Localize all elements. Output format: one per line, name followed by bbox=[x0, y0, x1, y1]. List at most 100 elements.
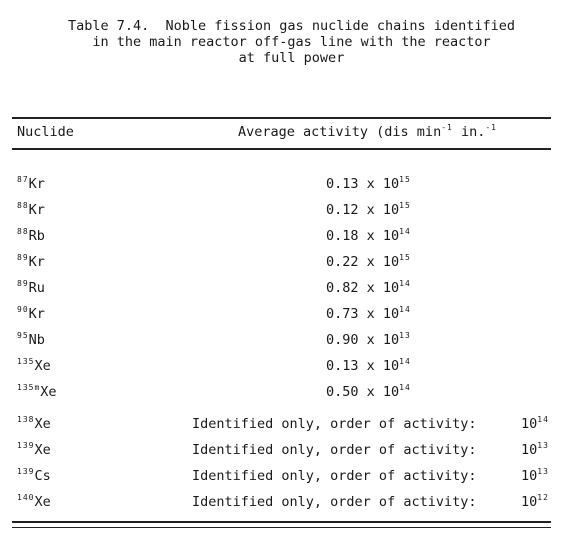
element-symbol: Xe bbox=[34, 494, 51, 510]
element-symbol: Kr bbox=[28, 254, 45, 270]
table-row: 95Nb 0.90 x 1013 bbox=[0, 332, 583, 358]
nuclide-cell: 89Kr bbox=[17, 253, 45, 271]
table-row: 88Kr 0.12 x 1015 bbox=[0, 202, 583, 228]
element-symbol: Rb bbox=[28, 228, 45, 244]
nuclide-cell: 90Kr bbox=[17, 305, 45, 323]
mass-number: 88 bbox=[17, 201, 29, 210]
mass-number: 139 bbox=[17, 467, 35, 476]
activity-exponent: 14 bbox=[399, 227, 411, 236]
mass-number: 87 bbox=[17, 175, 29, 184]
activity-order: 1012 bbox=[521, 493, 549, 511]
activity-header-text: Average activity (dis min bbox=[238, 124, 442, 140]
activity-mantissa: 0.13 x 10 bbox=[326, 176, 400, 192]
activity-exponent: 14 bbox=[399, 279, 411, 288]
activity-cell: 0.12 x 1015 bbox=[326, 201, 411, 219]
activity-mantissa: 0.22 x 10 bbox=[326, 254, 400, 270]
table-row: 135mXe 0.50 x 1014 bbox=[0, 384, 583, 410]
activity-mantissa: 0.90 x 10 bbox=[326, 332, 400, 348]
activity-cell: 0.13 x 1014 bbox=[326, 357, 411, 375]
element-symbol: Xe bbox=[40, 384, 57, 400]
identified-note: Identified only, order of activity: bbox=[192, 494, 477, 510]
order-exponent: 13 bbox=[537, 467, 549, 476]
activity-mantissa: 0.50 x 10 bbox=[326, 384, 400, 400]
activity-exponent: 15 bbox=[399, 201, 411, 210]
order-base: 10 bbox=[521, 416, 538, 432]
caption-line-2: in the main reactor off-gas line with th… bbox=[92, 34, 491, 50]
column-header-nuclide: Nuclide bbox=[17, 124, 74, 140]
activity-cell: 0.50 x 1014 bbox=[326, 383, 411, 401]
nuclide-cell: 87Kr bbox=[17, 175, 45, 193]
nuclide-cell: 139Cs bbox=[17, 467, 51, 485]
nuclide-cell: 140Xe bbox=[17, 493, 51, 511]
mass-number: 135m bbox=[17, 383, 41, 392]
activity-order: 1013 bbox=[521, 467, 549, 485]
element-symbol: Ru bbox=[28, 280, 45, 296]
activity-mantissa: 0.73 x 10 bbox=[326, 306, 400, 322]
activity-exponent: 14 bbox=[399, 383, 411, 392]
mass-number: 89 bbox=[17, 279, 29, 288]
table-row: 89Ru 0.82 x 1014 bbox=[0, 280, 583, 306]
nuclide-cell: 88Kr bbox=[17, 201, 45, 219]
table-row: 139Cs Identified only, order of activity… bbox=[0, 468, 583, 494]
activity-cell: 0.90 x 1013 bbox=[326, 331, 411, 349]
nuclide-cell: 89Ru bbox=[17, 279, 45, 297]
mass-number: 139 bbox=[17, 441, 35, 450]
identified-note: Identified only, order of activity: bbox=[192, 416, 477, 432]
activity-cell: 0.73 x 1014 bbox=[326, 305, 411, 323]
order-base: 10 bbox=[521, 468, 538, 484]
identified-note: Identified only, order of activity: bbox=[192, 468, 477, 484]
activity-header-exp-1: -1 bbox=[441, 123, 453, 132]
table-row: 139Xe Identified only, order of activity… bbox=[0, 442, 583, 468]
table-row: 87Kr 0.13 x 1015 bbox=[0, 176, 583, 202]
mass-number: 89 bbox=[17, 253, 29, 262]
nuclide-cell: 88Rb bbox=[17, 227, 45, 245]
activity-cell: 0.18 x 1014 bbox=[326, 227, 411, 245]
mass-number: 90 bbox=[17, 305, 29, 314]
nuclide-cell: 139Xe bbox=[17, 441, 51, 459]
activity-cell: 0.22 x 1015 bbox=[326, 254, 411, 271]
element-symbol: Cs bbox=[34, 468, 51, 484]
activity-cell: 0.82 x 1014 bbox=[326, 279, 411, 297]
mass-number: 140 bbox=[17, 493, 35, 502]
element-symbol: Kr bbox=[28, 202, 45, 218]
column-header-activity: Average activity (dis min-1 in.-1 bbox=[238, 123, 497, 141]
order-exponent: 13 bbox=[537, 441, 549, 450]
element-symbol: Kr bbox=[28, 176, 45, 192]
activity-exponent: 14 bbox=[399, 357, 411, 366]
activity-header-mid: in. bbox=[452, 124, 486, 140]
activity-mantissa: 0.82 x 10 bbox=[326, 280, 400, 296]
mass-number: 135 bbox=[17, 357, 35, 366]
mass-number: 95 bbox=[17, 331, 29, 340]
table-caption: Table 7.4. Noble fission gas nuclide cha… bbox=[0, 18, 583, 66]
nuclide-cell: 135Xe bbox=[17, 357, 51, 375]
nuclide-cell: 138Xe bbox=[17, 415, 51, 433]
order-exponent: 12 bbox=[537, 493, 549, 502]
caption-line-3: at full power bbox=[238, 50, 345, 66]
header-bottom-rule bbox=[12, 148, 551, 150]
table-bottom-rule bbox=[12, 521, 551, 523]
activity-mantissa: 0.13 x 10 bbox=[326, 358, 400, 374]
caption-line-1: Table 7.4. Noble fission gas nuclide cha… bbox=[67, 18, 516, 34]
table-bottom-rule-thin bbox=[12, 527, 551, 528]
activity-mantissa: 0.12 x 10 bbox=[326, 202, 400, 218]
table-top-rule bbox=[12, 117, 551, 119]
identified-note: Identified only, order of activity: bbox=[192, 442, 477, 458]
element-symbol: Kr bbox=[28, 306, 45, 322]
table-row: 88Rb 0.18 x 1014 bbox=[0, 228, 583, 254]
order-base: 10 bbox=[521, 494, 538, 510]
activity-exponent: 14 bbox=[399, 305, 411, 314]
activity-header-exp-2: -1 bbox=[485, 123, 497, 132]
activity-order: 1013 bbox=[521, 441, 549, 459]
table-row: 135Xe 0.13 x 1014 bbox=[0, 358, 583, 384]
table-row: 138Xe Identified only, order of activity… bbox=[0, 416, 583, 442]
table-row: 140Xe Identified only, order of activity… bbox=[0, 494, 583, 520]
mass-number: 138 bbox=[17, 415, 35, 424]
activity-exponent: 13 bbox=[399, 331, 411, 340]
activity-mantissa: 0.18 x 10 bbox=[326, 228, 400, 244]
element-symbol: Xe bbox=[34, 416, 51, 432]
element-symbol: Nb bbox=[28, 332, 45, 348]
nuclide-cell: 95Nb bbox=[17, 331, 45, 349]
activity-cell: 0.13 x 1015 bbox=[326, 176, 411, 193]
mass-number: 88 bbox=[17, 227, 29, 236]
order-base: 10 bbox=[521, 442, 538, 458]
